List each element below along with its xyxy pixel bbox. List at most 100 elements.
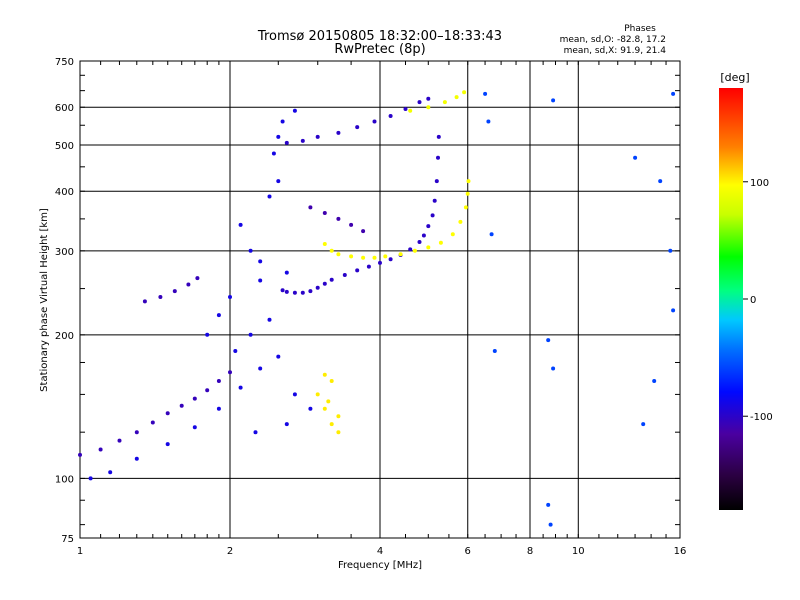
data-point	[300, 138, 305, 143]
data-point	[322, 281, 327, 286]
data-point	[372, 119, 377, 124]
data-point	[216, 379, 221, 383]
x-tick-label: 1	[77, 546, 83, 557]
data-point	[308, 205, 313, 210]
data-point	[205, 388, 210, 393]
data-point	[355, 268, 360, 273]
data-point	[284, 270, 289, 275]
x-tick-label: 4	[377, 546, 383, 557]
data-point	[426, 245, 431, 250]
data-point	[361, 229, 366, 234]
data-point	[315, 285, 320, 290]
y-tick-label: 400	[55, 187, 74, 198]
data-points	[78, 90, 676, 527]
data-point	[284, 289, 289, 294]
data-point	[78, 452, 82, 457]
data-point	[292, 108, 297, 113]
data-point	[216, 406, 221, 411]
data-point	[454, 95, 459, 100]
data-point	[108, 470, 113, 475]
data-point	[88, 476, 93, 481]
data-point	[378, 260, 382, 265]
data-point	[342, 273, 347, 277]
data-point	[238, 222, 243, 227]
data-point	[633, 155, 638, 160]
data-point	[276, 354, 281, 359]
data-point	[383, 254, 388, 259]
data-point	[421, 233, 426, 238]
data-point	[322, 242, 327, 246]
data-point	[436, 155, 440, 160]
data-point	[434, 179, 439, 184]
data-point	[430, 213, 435, 218]
data-point	[403, 107, 408, 111]
data-point	[326, 399, 331, 404]
data-point	[308, 406, 313, 411]
data-point	[355, 125, 360, 130]
data-point	[192, 396, 197, 401]
data-point	[216, 313, 221, 318]
tick-labels: 1 2 4 6 8 10 16 75 100 200 300 400 500 600 750	[55, 57, 686, 557]
data-point	[652, 379, 657, 383]
data-point	[258, 278, 263, 283]
data-point	[98, 447, 103, 452]
data-point	[292, 392, 297, 397]
y-axis-label: Stationary phase Virtual Height [km]	[39, 208, 50, 392]
x-tick-label: 16	[674, 546, 687, 557]
y-tick-label: 300	[55, 247, 74, 258]
data-point	[117, 438, 122, 443]
axis-ticks	[79, 60, 681, 539]
y-tick-label: 750	[55, 57, 74, 68]
data-point	[408, 108, 413, 113]
data-point	[668, 248, 673, 253]
data-point	[258, 259, 263, 264]
data-point	[336, 430, 341, 435]
data-point	[432, 198, 437, 203]
data-point	[336, 216, 341, 221]
data-point	[276, 134, 281, 139]
data-point	[336, 130, 341, 135]
colorbar-ticks: 100 0 -100	[743, 178, 773, 423]
data-point	[408, 247, 413, 252]
data-point	[308, 289, 313, 294]
x-tick-label: 6	[465, 546, 471, 557]
data-point	[388, 114, 393, 118]
data-point	[165, 442, 170, 447]
colorbar-tick-label: 100	[750, 178, 769, 189]
y-tick-label: 500	[55, 141, 74, 152]
data-point	[292, 290, 297, 295]
colorbar-label: [deg]	[720, 71, 749, 84]
data-point	[492, 349, 497, 353]
data-point	[267, 194, 272, 199]
data-point	[192, 425, 197, 430]
data-point	[238, 385, 243, 390]
y-tick-label: 75	[61, 534, 74, 545]
data-point	[361, 255, 366, 260]
data-point	[258, 366, 263, 371]
data-point	[280, 119, 285, 124]
data-point	[150, 420, 155, 425]
colorbar-tick-label: -100	[750, 412, 773, 423]
data-point	[329, 277, 334, 282]
data-point	[267, 317, 272, 322]
data-point	[142, 299, 147, 304]
data-point	[546, 338, 551, 343]
data-point	[465, 191, 470, 196]
data-point	[486, 119, 491, 124]
data-point	[436, 134, 441, 139]
chart-title: Tromsø 20150805 18:32:00–18:33:43	[257, 29, 502, 44]
data-point	[466, 179, 471, 184]
data-point	[551, 366, 556, 371]
data-point	[280, 288, 285, 293]
data-point	[546, 502, 551, 507]
data-point	[349, 222, 354, 227]
data-point	[671, 91, 676, 96]
data-point	[300, 290, 305, 295]
data-point	[417, 100, 422, 105]
data-point	[228, 370, 232, 375]
data-point	[179, 403, 184, 408]
data-point	[398, 252, 403, 257]
data-point	[450, 232, 455, 237]
x-axis-label: Frequency [MHz]	[338, 560, 422, 571]
